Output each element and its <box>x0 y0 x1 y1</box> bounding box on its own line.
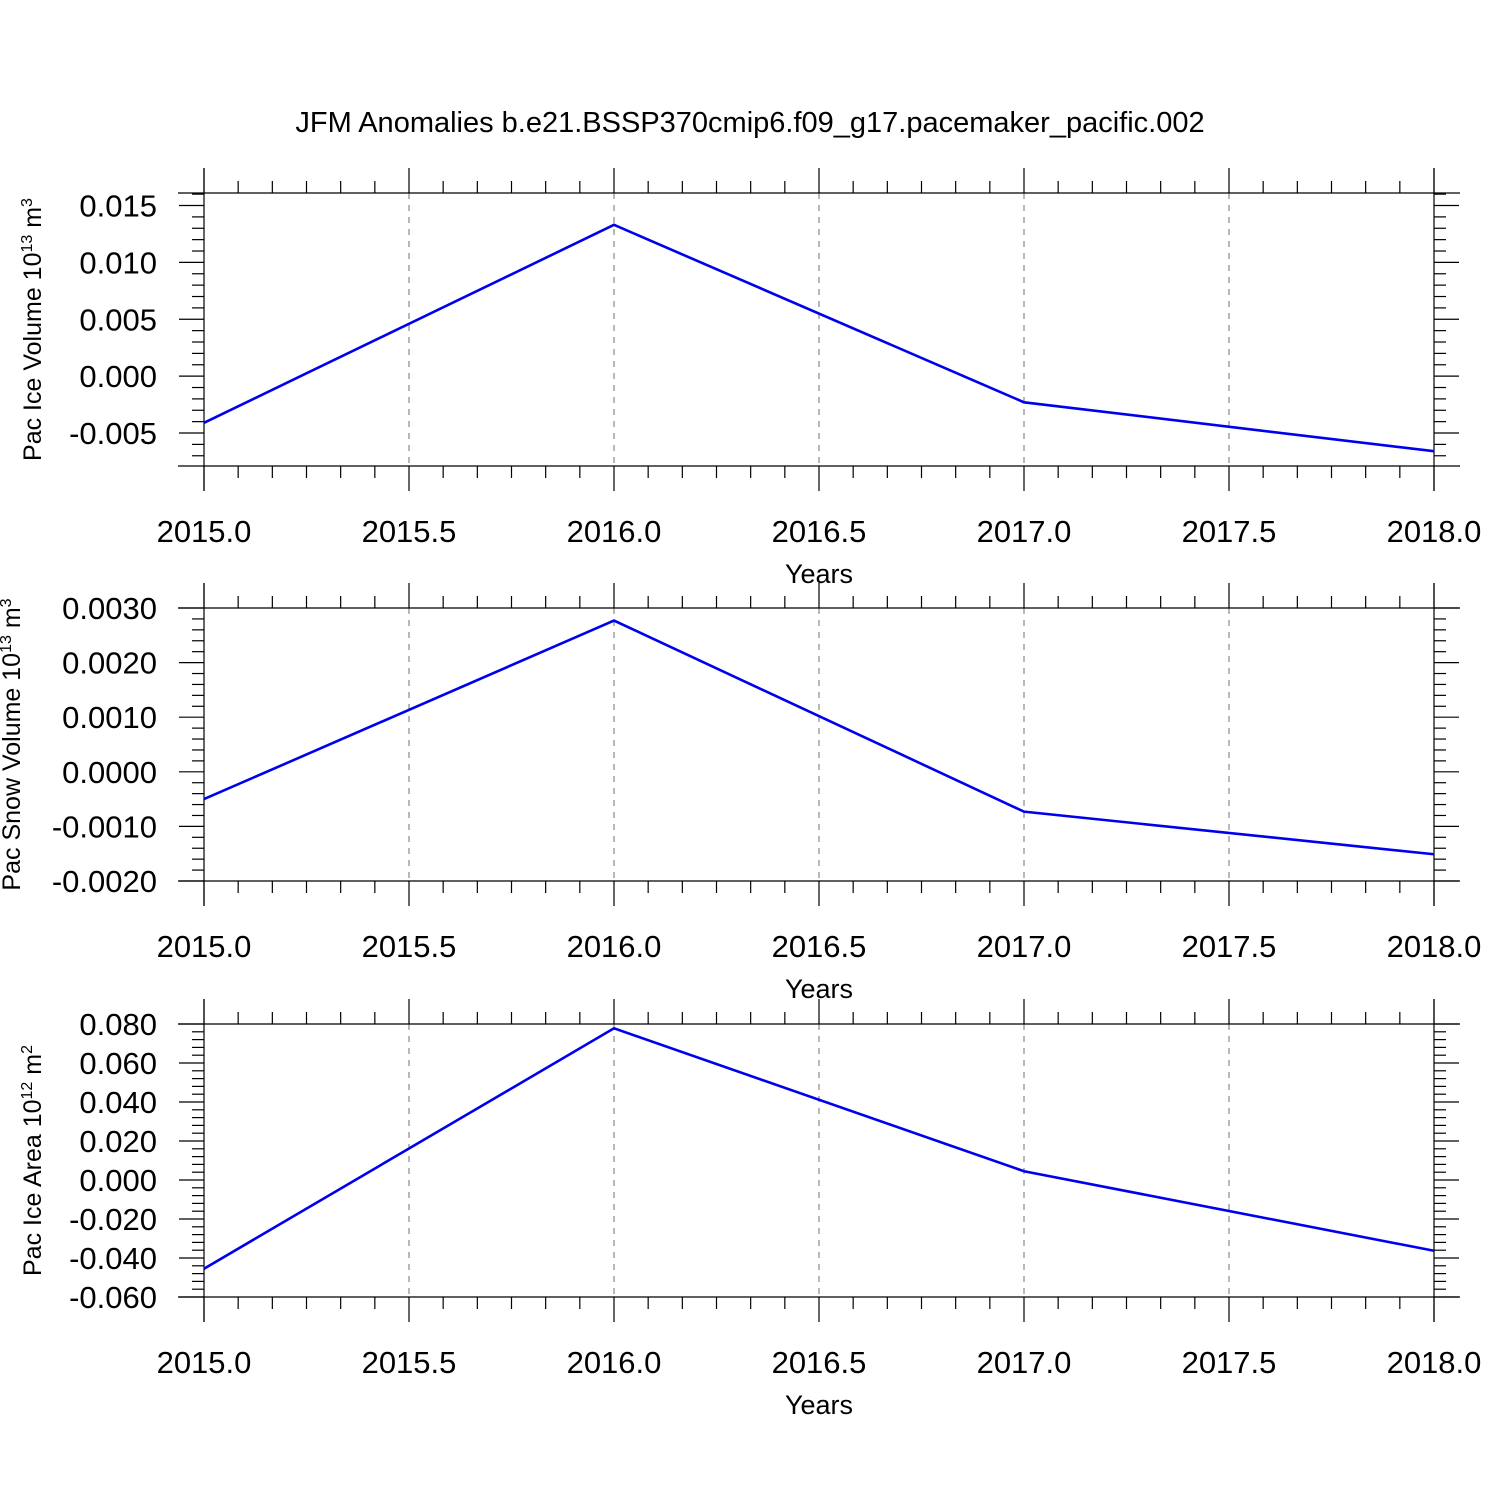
y-tick-label: 0.0020 <box>62 646 157 681</box>
x-tick-label: 2015.0 <box>157 514 252 549</box>
x-tick-label: 2018.0 <box>1387 1345 1482 1380</box>
x-tick-label: 2017.5 <box>1182 1345 1277 1380</box>
x-tick-label: 2015.5 <box>362 929 457 964</box>
x-tick-label: 2016.5 <box>772 514 867 549</box>
x-tick-label: 2015.5 <box>362 1345 457 1380</box>
x-tick-label: 2017.0 <box>977 929 1072 964</box>
y-axis-title: Pac Ice Area 1012 m2 <box>19 1045 47 1276</box>
y-axis-title-superscript: 13 <box>0 635 15 653</box>
y-tick-label: 0.000 <box>79 359 157 394</box>
x-tick-label: 2016.5 <box>772 929 867 964</box>
x-tick-label: 2016.0 <box>567 514 662 549</box>
y-axis-title-part: m <box>19 1054 47 1082</box>
y-tick-label: -0.0020 <box>52 864 157 899</box>
y-tick-label: 0.000 <box>79 1163 157 1198</box>
x-tick-label: 2016.0 <box>567 1345 662 1380</box>
x-tick-label: 2017.5 <box>1182 929 1277 964</box>
y-tick-label: -0.040 <box>69 1241 157 1276</box>
series-line <box>203 1026 1435 1270</box>
y-axis-title-part: Pac Ice Volume 10 <box>19 253 47 461</box>
chart-title: JFM Anomalies b.e21.BSSP370cmip6.f09_g17… <box>295 107 1204 139</box>
series-line <box>203 223 1435 453</box>
x-axis-title: Years <box>785 1390 853 1420</box>
x-tick-label: 2015.0 <box>157 1345 252 1380</box>
x-tick-label: 2016.5 <box>772 1345 867 1380</box>
x-tick-label: 2018.0 <box>1387 929 1482 964</box>
x-tick-label: 2017.5 <box>1182 514 1277 549</box>
y-tick-label: 0.0010 <box>62 700 157 735</box>
x-tick-label: 2015.5 <box>362 514 457 549</box>
y-tick-label: 0.0000 <box>62 755 157 790</box>
x-tick-label: 2015.0 <box>157 929 252 964</box>
y-axis-title-superscript: 3 <box>0 598 15 607</box>
x-tick-label: 2016.0 <box>567 929 662 964</box>
y-tick-label: 0.040 <box>79 1085 157 1120</box>
y-tick-label: -0.0010 <box>52 809 157 844</box>
chart-panel-1: 2015.0 2015.5 2016.0 2016.5 2017.0 2017.5 2018… <box>19 168 1481 589</box>
y-tick-label: 0.060 <box>79 1046 157 1081</box>
y-axis-title-part: Pac Ice Area 10 <box>19 1099 47 1276</box>
y-axis-title-part: Pac Snow Volume 10 <box>0 653 26 891</box>
y-axis-title-part: m <box>0 607 26 635</box>
y-axis-title-superscript: 12 <box>19 1082 36 1100</box>
series-line <box>203 619 1435 856</box>
y-axis-title-superscript: 13 <box>19 235 36 253</box>
y-tick-label: 0.020 <box>79 1124 157 1159</box>
y-tick-label: -0.005 <box>69 416 157 451</box>
y-tick-label: 0.015 <box>79 189 157 224</box>
y-axis-title: Pac Ice Volume 1013 m3 <box>19 198 47 461</box>
y-axis-title-superscript: 2 <box>19 1045 36 1054</box>
y-axis-title-superscript: 3 <box>19 198 36 207</box>
x-tick-label: 2018.0 <box>1387 514 1482 549</box>
x-tick-label: 2017.0 <box>977 514 1072 549</box>
y-tick-label: -0.020 <box>69 1202 157 1237</box>
y-tick-label: 0.0030 <box>62 591 157 626</box>
y-axis-title: Pac Snow Volume 1013 m3 <box>0 598 26 890</box>
chart-panel-3: 2015.0 2015.5 2016.0 2016.5 2017.0 2017.5 2018… <box>19 999 1481 1420</box>
y-tick-label: -0.060 <box>69 1280 157 1315</box>
y-tick-label: 0.010 <box>79 245 157 280</box>
chart-panel-2: 2015.0 2015.5 2016.0 2016.5 2017.0 2017.5 2018… <box>0 583 1481 1004</box>
y-tick-label: 0.080 <box>79 1007 157 1042</box>
x-tick-label: 2017.0 <box>977 1345 1072 1380</box>
y-axis-title-part: m <box>19 207 47 235</box>
y-tick-label: 0.005 <box>79 302 157 337</box>
panels: 2015.0 2015.5 2016.0 2016.5 2017.0 2017.5 2018… <box>0 168 1481 1420</box>
